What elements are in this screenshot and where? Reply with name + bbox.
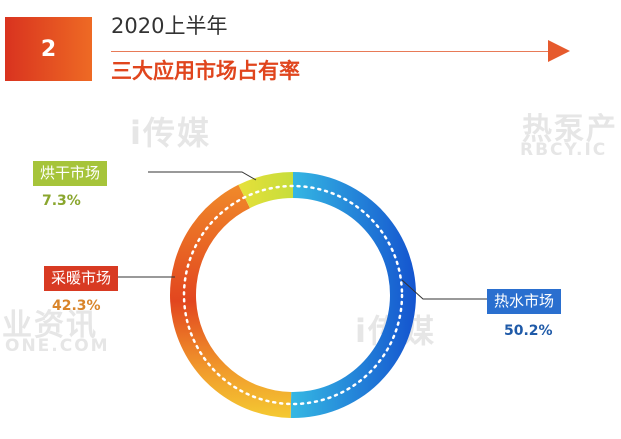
inner-dotted-ring [182,184,404,406]
value-label-heating: 42.3% [52,298,101,314]
leader-line-hot-water [401,279,487,300]
legend-label-drying: 烘干市场 [33,161,108,186]
legend-label-heating: 采暖市场 [44,266,119,291]
slice-hot-water [290,172,417,418]
leader-line-drying [148,171,257,181]
value-label-hot-water: 50.2% [504,323,553,339]
arrow-right-icon [548,40,570,62]
slice-heating [170,184,292,418]
subtitle: 2020上半年 [111,14,228,38]
watermark-4: 业资讯 [2,308,98,343]
section-number-badge: 2 [5,17,92,81]
watermark-3: RBCY.IC [520,140,608,160]
legend-label-hot-water: 热水市场 [487,289,562,314]
header-divider [111,51,548,52]
value-label-drying: 7.3% [42,193,81,209]
watermark-1: i传媒 [130,114,211,152]
watermark-2: 热泵产 [522,112,618,147]
chart-title: 三大应用市场占有率 [111,59,300,83]
watermark-5: ONE.COM [5,336,110,356]
